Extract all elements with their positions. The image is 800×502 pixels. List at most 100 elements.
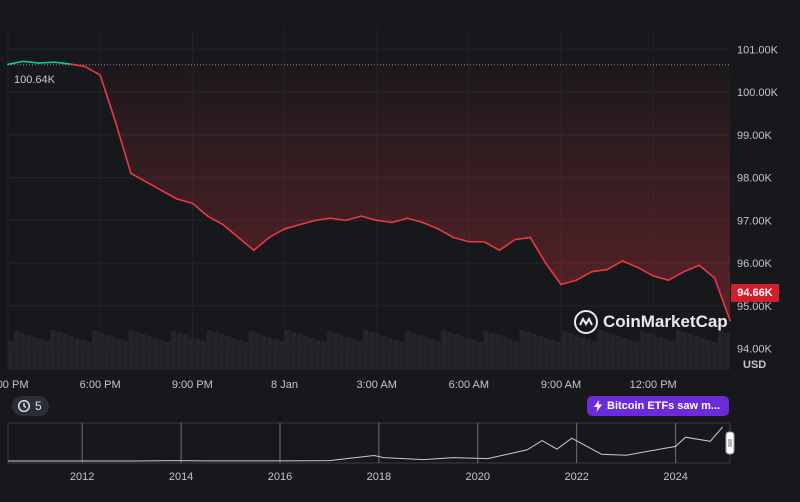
price-line-segment <box>437 228 455 239</box>
volume-bar <box>344 337 351 370</box>
volume-bar <box>663 339 670 370</box>
volume-bar <box>627 340 634 370</box>
price-line-segment <box>237 236 255 252</box>
price-line-segment <box>698 264 716 279</box>
price-point <box>222 223 224 226</box>
price-line-segment <box>621 260 639 269</box>
price-line-segment <box>514 236 532 241</box>
volume-bar <box>531 334 537 370</box>
volume-bar <box>717 331 724 370</box>
price-line-segment <box>345 215 363 222</box>
volume-bar <box>38 339 44 370</box>
navigator-year-label: 2024 <box>663 471 687 483</box>
volume-bar <box>405 331 411 370</box>
price-point <box>7 63 9 66</box>
price-point <box>698 264 701 267</box>
volume-bar <box>230 338 237 370</box>
price-point <box>606 268 608 271</box>
price-point <box>145 181 148 183</box>
y-tick-label: 98.00K <box>737 173 773 185</box>
volume-bar <box>549 340 556 370</box>
price-line-segment <box>498 238 516 252</box>
volume-bar <box>639 331 646 370</box>
price-point <box>176 198 178 200</box>
volume-bar <box>645 333 652 370</box>
volume-bar <box>116 339 122 370</box>
x-tick-label: 8 Jan <box>271 379 298 391</box>
volume-bar <box>369 332 375 370</box>
price-line-segment <box>529 236 547 264</box>
price-line-segment <box>145 181 163 192</box>
volume-bar <box>579 337 586 370</box>
volume-bar <box>699 338 706 370</box>
price-line-segment <box>329 217 347 222</box>
volume-bar <box>80 340 86 370</box>
volume-bar <box>633 342 640 370</box>
volume-bar <box>362 330 369 370</box>
volume-bar <box>44 341 50 370</box>
volume-bar <box>447 332 453 370</box>
overview-navigator[interactable]: 2012 2014 2016 2018 2020 2022 2024 <box>7 422 735 483</box>
price-point <box>652 275 654 277</box>
price-point <box>191 202 194 205</box>
navigator-year-label: 2018 <box>367 471 391 483</box>
news-pill[interactable]: Bitcoin ETFs saw m... <box>587 396 729 416</box>
volume-bar <box>92 331 98 370</box>
price-area-fill <box>8 61 730 321</box>
news-text: Bitcoin ETFs saw m... <box>607 400 721 412</box>
volume-bar <box>681 332 688 370</box>
price-line-segment <box>176 198 194 205</box>
price-line-segment <box>375 219 393 224</box>
volume-bar <box>471 340 477 370</box>
volume-bar <box>194 339 201 370</box>
volume-bar <box>284 330 291 370</box>
price-line-segment <box>637 266 654 277</box>
price-line-segment <box>652 275 670 282</box>
price-line-segment <box>114 121 132 175</box>
volume-bar <box>501 337 507 370</box>
price-point <box>345 219 347 222</box>
price-line-segment <box>560 279 578 286</box>
volume-bar <box>200 341 207 370</box>
events-count: 5 <box>35 399 42 413</box>
coinmarketcap-watermark: CoinMarketCap <box>574 310 728 334</box>
events-badge[interactable]: 5 <box>12 396 49 416</box>
y-tick-label: 95.00K <box>737 301 773 313</box>
y-tick-label: 97.00K <box>737 215 773 227</box>
price-point <box>84 65 86 68</box>
x-tick-label: 12:00 PM <box>630 379 677 391</box>
price-line-segment <box>421 221 439 230</box>
volume-bar <box>272 339 279 370</box>
volume-bar <box>242 342 249 370</box>
navigator-handle[interactable] <box>725 431 735 455</box>
y-tick-label: 100.00K <box>737 87 779 99</box>
volume-bar <box>723 333 730 370</box>
volume-bar <box>104 335 110 370</box>
price-point <box>268 236 270 239</box>
volume-bar <box>290 332 297 370</box>
price-line-segment <box>191 202 209 217</box>
volume-bar <box>657 337 664 370</box>
volume-bar <box>182 335 188 370</box>
volume-bar <box>483 331 489 370</box>
navigator-year-label: 2012 <box>70 471 94 483</box>
volume-bar <box>387 338 393 370</box>
volume-bar <box>597 330 604 370</box>
price-line-segment <box>483 240 501 252</box>
price-point <box>22 60 25 63</box>
volume-bar <box>152 338 158 370</box>
price-point <box>514 238 516 241</box>
price-point <box>237 236 240 239</box>
price-point <box>283 228 286 230</box>
price-line-segment <box>314 217 332 222</box>
history-clock-icon <box>17 399 31 413</box>
volume-bar <box>375 334 381 370</box>
price-point <box>452 236 455 239</box>
volume-bar <box>603 332 610 370</box>
price-line-segment <box>391 217 409 224</box>
volume-bar <box>236 340 243 370</box>
start-price-label: 100.64K <box>14 74 55 86</box>
volume-bars <box>8 330 730 370</box>
price-line-segment <box>7 60 25 66</box>
